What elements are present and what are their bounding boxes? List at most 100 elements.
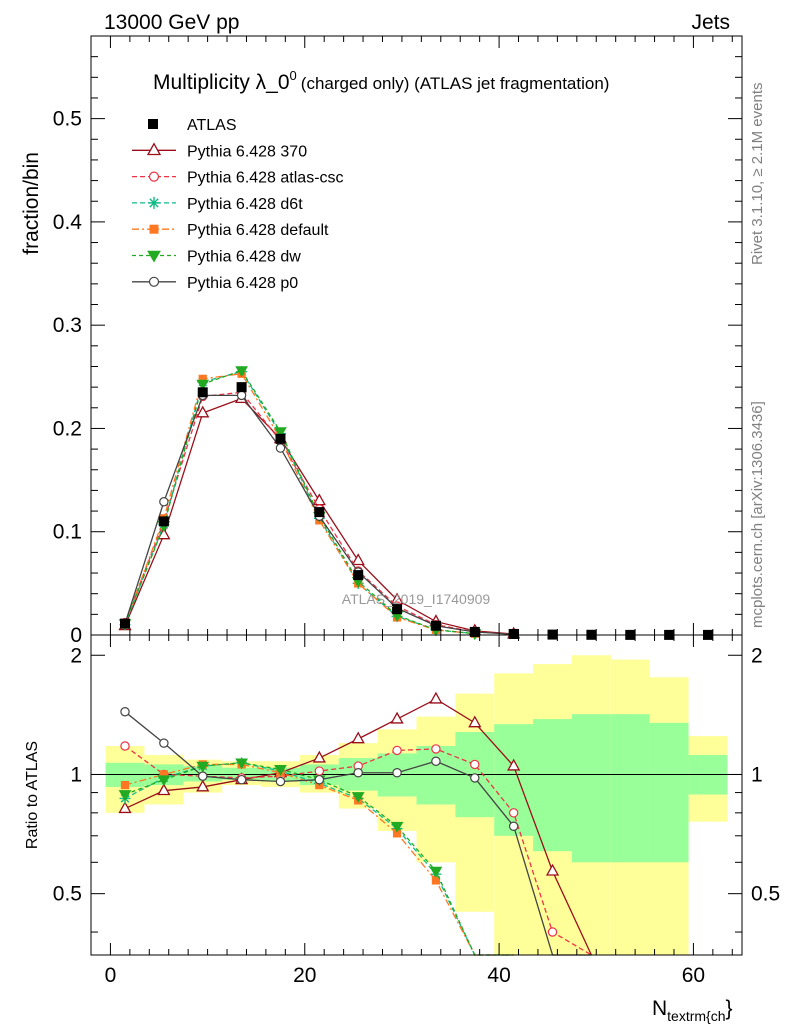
ratio-point-pythia-6-428-atlas-csc bbox=[314, 766, 325, 776]
energy-label: 13000 GeV pp bbox=[104, 11, 239, 34]
y-axis-label-ratio: Ratio to ATLAS bbox=[24, 741, 41, 849]
ratio-point-pythia-6-428-370 bbox=[157, 783, 171, 796]
ratio-point-pythia-6-428-p0 bbox=[236, 774, 247, 785]
series-point-pythia-6-428-dw bbox=[196, 379, 210, 391]
series-point-pythia-6-428-p0 bbox=[159, 497, 169, 507]
stat-uncertainty-band bbox=[571, 714, 611, 863]
y-tick-label-ratio-right: 2 bbox=[751, 644, 763, 667]
y-tick-label-ratio-right: 1 bbox=[751, 763, 763, 786]
series-point-pythia-6-428-dw bbox=[274, 427, 287, 439]
ratio-point-pythia-6-428-dw bbox=[118, 790, 132, 801]
stat-uncertainty-band bbox=[610, 714, 650, 863]
ratio-point-pythia-6-428-atlas-csc bbox=[547, 927, 558, 937]
series-point-pythia-6-428-370 bbox=[196, 405, 210, 418]
series-point-pythia-6-428-p0 bbox=[275, 443, 286, 453]
ratio-point-pythia-6-428-370 bbox=[507, 758, 521, 771]
legend-label-pythia-6-428-370: Pythia 6.428 370 bbox=[187, 143, 307, 160]
ratio-point-pythia-6-428-dw bbox=[274, 765, 287, 776]
chart-title-sup: 0 bbox=[290, 68, 297, 83]
ratio-point-pythia-6-428-atlas-csc bbox=[392, 745, 402, 756]
data-point-atlas bbox=[353, 570, 364, 581]
data-point-atlas bbox=[158, 516, 169, 527]
watermark: ATLAS_2019_I1740909 bbox=[342, 591, 491, 607]
y-tick-label-ratio: 1 bbox=[70, 763, 82, 786]
x-tick-label: 20 bbox=[293, 964, 316, 987]
y-tick-label-main: 0.4 bbox=[53, 211, 83, 234]
ratio-point-pythia-6-428-370 bbox=[312, 750, 326, 763]
y-tick-label-main: 0.3 bbox=[53, 314, 82, 337]
legend-marker-pythia-6-428-default bbox=[149, 224, 159, 234]
y-tick-label-ratio-right: 0.5 bbox=[751, 883, 780, 906]
plot-frame bbox=[90, 35, 743, 956]
series-point-pythia-6-428-p0 bbox=[236, 390, 247, 401]
x-axis-label-main: N bbox=[652, 997, 667, 1020]
ratio-point-pythia-6-428-p0 bbox=[198, 771, 208, 781]
x-axis-label-sub: textrm{ch bbox=[667, 1008, 725, 1024]
legend-marker-pythia-6-428-370 bbox=[146, 142, 162, 156]
y-tick-label-main: 0.2 bbox=[53, 417, 82, 440]
series-point-pythia-6-428-default bbox=[198, 374, 207, 384]
ratio-point-pythia-6-428-default bbox=[431, 876, 441, 885]
ratio-point-pythia-6-428-default bbox=[120, 780, 130, 790]
chart-title-note: (charged only) (ATLAS jet fragmentation) bbox=[301, 74, 610, 93]
uncertainty-bands bbox=[91, 655, 742, 955]
ratio-point-pythia-6-428-dw bbox=[235, 758, 248, 770]
process-label: Jets bbox=[691, 11, 730, 34]
ratio-point-pythia-6-428-p0 bbox=[508, 821, 519, 831]
ratio-point-pythia-6-428-dw bbox=[157, 775, 171, 787]
legend-marker-pythia-6-428-dw bbox=[147, 250, 161, 263]
ratio-point-pythia-6-428-p0 bbox=[314, 774, 325, 785]
y-tick-label-main: 0 bbox=[70, 624, 82, 647]
data-point-atlas bbox=[197, 387, 208, 398]
ratio-point-pythia-6-428-dw bbox=[429, 866, 443, 878]
ratio-point-pythia-6-428-p0 bbox=[159, 738, 169, 748]
series-point-pythia-6-428-370 bbox=[351, 553, 365, 566]
chart-title-main: Multiplicity λ_0 bbox=[153, 71, 290, 94]
series-line-pythia-6-428-d6t bbox=[124, 370, 475, 635]
legend-label-pythia-6-428-dw: Pythia 6.428 dw bbox=[187, 249, 301, 266]
legend-marker-atlas bbox=[148, 119, 158, 129]
ratio-point-pythia-6-428-370 bbox=[351, 731, 365, 744]
ratio-point-pythia-6-428-p0 bbox=[353, 768, 363, 778]
data-point-atlas bbox=[236, 382, 247, 393]
ratio-point-pythia-6-428-default bbox=[159, 770, 168, 779]
data-point-atlas bbox=[469, 626, 480, 637]
chart-title: Multiplicity λ_00 (charged only) (ATLAS j… bbox=[153, 68, 609, 94]
ratio-point-pythia-6-428-dw bbox=[196, 761, 210, 773]
stat-uncertainty-band bbox=[649, 722, 689, 863]
x-axis-label: Ntextrm{ch} bbox=[652, 997, 733, 1024]
series-line-pythia-6-428-dw bbox=[124, 369, 475, 635]
legend-marker-pythia-6-428-p0 bbox=[148, 276, 160, 287]
legend-label-pythia-6-428-d6t: Pythia 6.428 d6t bbox=[187, 196, 303, 213]
legend: ATLAS Pythia 6.428 370 Pythia 6.428 atlas-… bbox=[132, 117, 344, 292]
ratio-point-pythia-6-428-p0 bbox=[392, 768, 402, 778]
series-point-pythia-6-428-dw bbox=[235, 366, 248, 378]
x-tick-label: 60 bbox=[682, 964, 705, 987]
ratio-point-pythia-6-428-370 bbox=[196, 779, 210, 792]
ratio-point-pythia-6-428-p0 bbox=[470, 773, 480, 783]
stat-uncertainty-band bbox=[533, 719, 572, 852]
ratio-point-pythia-6-428-atlas-csc bbox=[470, 759, 480, 770]
legend-marker-pythia-6-428-atlas-csc bbox=[148, 171, 160, 182]
ratio-point-pythia-6-428-370 bbox=[118, 801, 132, 814]
data-point-atlas bbox=[120, 618, 131, 629]
ratio-point-pythia-6-428-default bbox=[392, 829, 402, 838]
ratio-point-pythia-6-428-atlas-csc bbox=[508, 808, 519, 818]
y-tick-label-main: 0.1 bbox=[53, 521, 82, 544]
ratio-point-pythia-6-428-atlas-csc bbox=[431, 744, 441, 754]
ratio-point-pythia-6-428-atlas-csc bbox=[120, 741, 130, 751]
legend-label-pythia-6-428-atlas-csc: Pythia 6.428 atlas-csc bbox=[187, 170, 344, 187]
data-point-atlas bbox=[275, 433, 286, 444]
y-tick-label-main: 0.5 bbox=[53, 108, 82, 131]
ratio-point-pythia-6-428-p0 bbox=[120, 707, 130, 717]
stat-uncertainty-band bbox=[494, 724, 534, 836]
y-tick-label-ratio: 2 bbox=[70, 644, 82, 667]
y-tick-label-ratio: 0.5 bbox=[53, 883, 82, 906]
series-point-pythia-6-428-370 bbox=[157, 527, 171, 540]
ratio-point-pythia-6-428-370 bbox=[390, 711, 404, 724]
ratio-point-pythia-6-428-370 bbox=[429, 691, 443, 704]
data-point-atlas bbox=[314, 507, 325, 518]
data-point-atlas bbox=[508, 628, 519, 639]
x-tick-label: 0 bbox=[105, 964, 117, 987]
